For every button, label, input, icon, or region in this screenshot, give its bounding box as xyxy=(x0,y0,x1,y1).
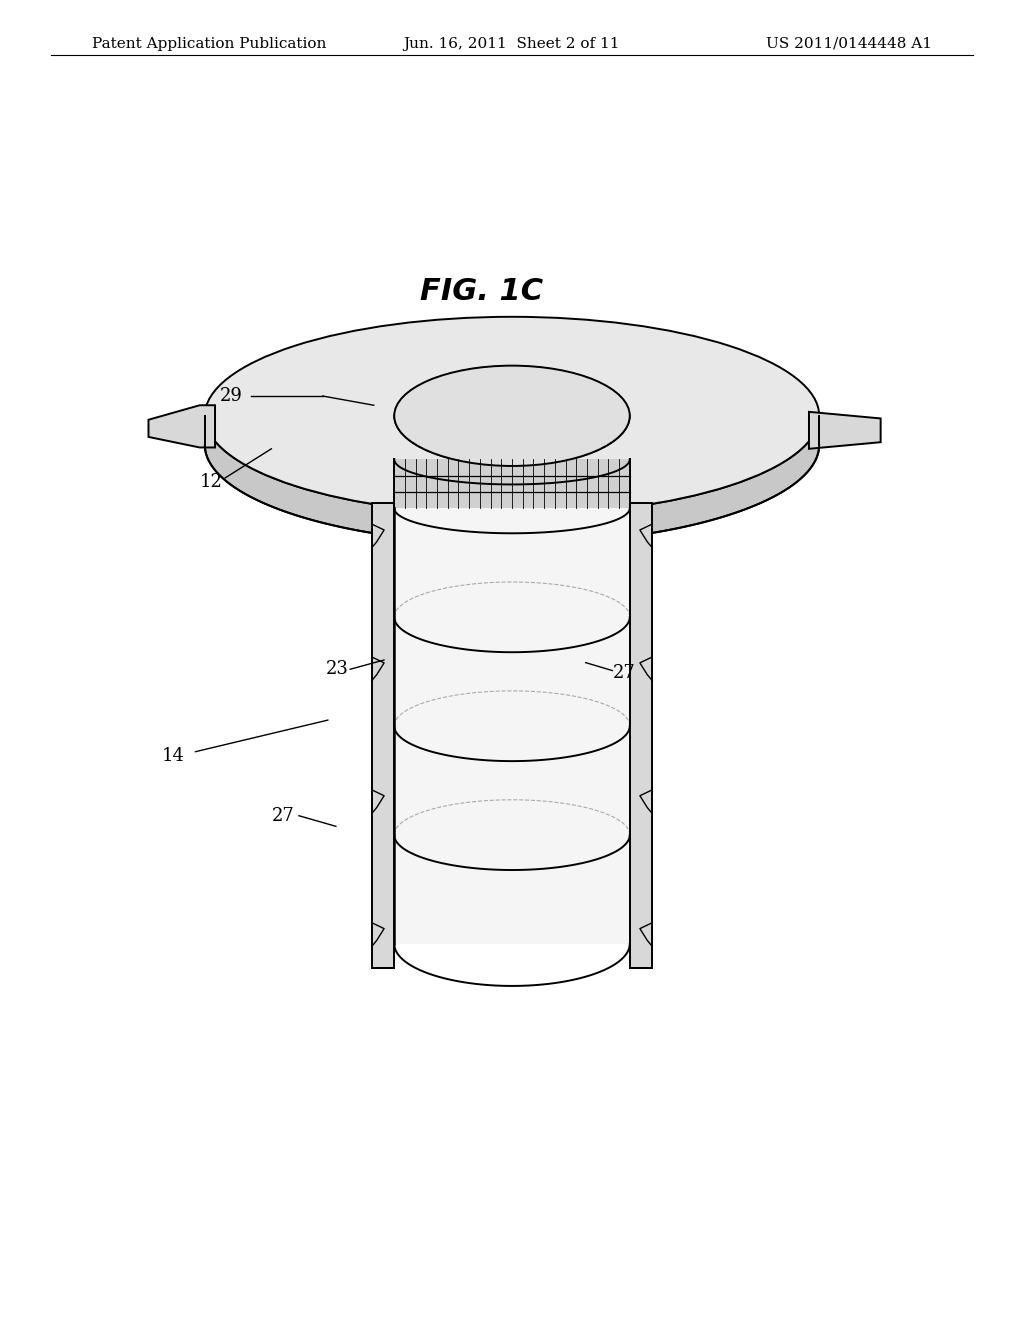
Polygon shape xyxy=(148,405,215,447)
Text: Patent Application Publication: Patent Application Publication xyxy=(92,37,327,51)
Text: 12: 12 xyxy=(200,473,222,491)
Text: 27: 27 xyxy=(271,807,294,825)
Polygon shape xyxy=(205,416,819,544)
Bar xyxy=(394,508,630,944)
Text: 27: 27 xyxy=(612,664,635,682)
Text: 29: 29 xyxy=(220,387,243,405)
Text: 23: 23 xyxy=(326,660,348,678)
Bar xyxy=(630,503,652,968)
Text: FIG. 1C: FIG. 1C xyxy=(420,277,543,306)
Ellipse shape xyxy=(205,317,819,515)
Bar xyxy=(372,503,394,968)
Text: Jun. 16, 2011  Sheet 2 of 11: Jun. 16, 2011 Sheet 2 of 11 xyxy=(403,37,621,51)
Text: 14: 14 xyxy=(162,747,184,766)
Bar xyxy=(394,459,630,508)
Polygon shape xyxy=(809,412,881,449)
Ellipse shape xyxy=(394,366,630,466)
Text: US 2011/0144448 A1: US 2011/0144448 A1 xyxy=(766,37,932,51)
